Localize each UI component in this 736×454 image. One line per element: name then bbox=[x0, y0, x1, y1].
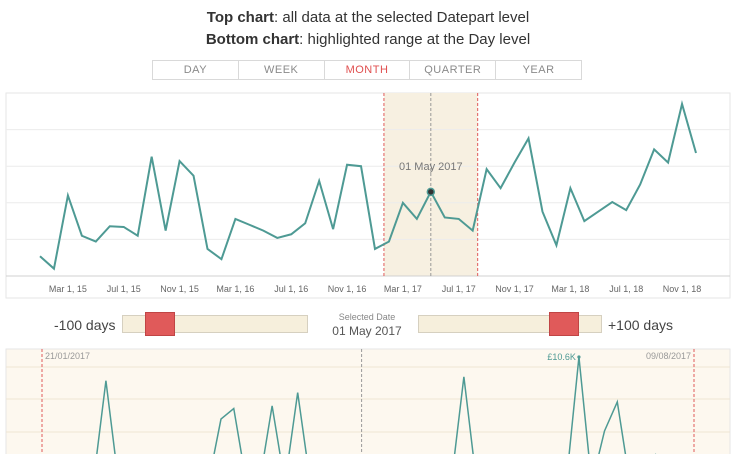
bottom-series-line bbox=[96, 356, 657, 454]
minus-days-slider-handle[interactable] bbox=[145, 312, 176, 336]
top-selected-date-label: 01 May 2017 bbox=[399, 161, 463, 173]
top-x-tick-label: Jul 1, 17 bbox=[442, 284, 476, 294]
top-x-tick-label: Mar 1, 16 bbox=[216, 284, 254, 294]
chart-caption-line-1: Top chart: all data at the selected Date… bbox=[206, 9, 530, 26]
top-x-tick-label: Nov 1, 18 bbox=[663, 284, 702, 294]
selected-date-caption: Selected Date bbox=[338, 312, 396, 322]
top-x-tick-label: Nov 1, 16 bbox=[328, 284, 367, 294]
top-x-tick-label: Mar 1, 15 bbox=[49, 284, 87, 294]
datepart-year-button[interactable]: YEAR bbox=[522, 64, 555, 76]
top-x-tick-label: Jul 1, 18 bbox=[609, 284, 643, 294]
datepart-selector: DAY WEEK MONTH QUARTER YEAR bbox=[152, 60, 582, 80]
top-series-line bbox=[39, 100, 697, 271]
datepart-week-button[interactable]: WEEK bbox=[239, 61, 325, 79]
datepart-day-button[interactable]: DAY bbox=[153, 61, 239, 79]
bottom-max-label: £10.6K bbox=[547, 352, 576, 362]
datepart-month-button[interactable]: MONTH bbox=[325, 61, 411, 79]
minus-days-label: -100 days bbox=[54, 317, 116, 333]
top-x-tick-label: Jul 1, 15 bbox=[107, 284, 141, 294]
bottom-max-point bbox=[577, 355, 581, 359]
selected-date-value: 01 May 2017 bbox=[332, 324, 402, 338]
plus-days-label: +100 days bbox=[608, 317, 673, 333]
top-x-tick-label: Mar 1, 17 bbox=[384, 284, 422, 294]
bottom-range-end-label: 09/08/2017 bbox=[646, 351, 691, 361]
top-x-tick-label: Mar 1, 18 bbox=[551, 284, 589, 294]
bottom-chart-area bbox=[5, 348, 731, 454]
top-selected-point bbox=[426, 187, 436, 197]
datepart-quarter-button[interactable]: QUARTER bbox=[410, 61, 497, 79]
plus-days-slider-handle[interactable] bbox=[548, 312, 579, 336]
chart-caption-line-2: Bottom chart: highlighted range at the D… bbox=[205, 31, 531, 48]
top-chart-frame bbox=[5, 92, 731, 299]
top-x-tick-label: Nov 1, 15 bbox=[160, 284, 199, 294]
top-x-tick-label: Nov 1, 17 bbox=[495, 284, 534, 294]
bottom-range-start-label: 21/01/2017 bbox=[45, 351, 90, 361]
top-x-tick-label: Jul 1, 16 bbox=[274, 284, 308, 294]
